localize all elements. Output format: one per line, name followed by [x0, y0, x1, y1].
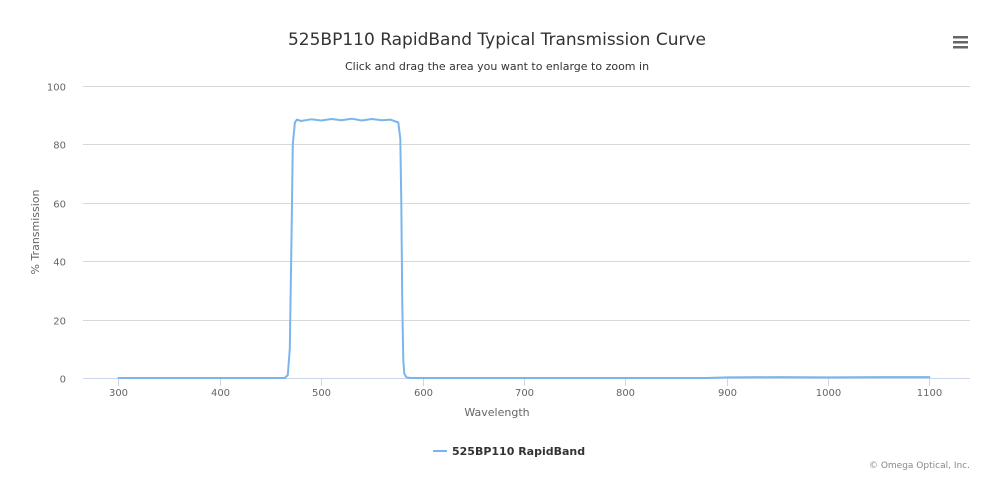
- y-tick-label: 60: [53, 200, 66, 211]
- credits-link[interactable]: © Omega Optical, Inc.: [869, 461, 970, 471]
- gridlines: [83, 86, 970, 321]
- hamburger-menu-icon[interactable]: [948, 30, 972, 52]
- series-layer: [117, 117, 931, 379]
- x-axis-ticks: 300 400 500 600 700 800 900 1000 1100: [109, 378, 942, 399]
- chart-subtitle: Click and drag the area you want to enla…: [345, 60, 649, 73]
- y-tick-label: 100: [47, 83, 66, 94]
- x-tick-label: 900: [718, 388, 737, 399]
- x-axis-title: Wavelength: [464, 406, 529, 419]
- x-tick-label: 400: [211, 388, 230, 399]
- x-tick-label: 800: [616, 388, 635, 399]
- y-tick-label: 40: [53, 258, 66, 269]
- x-tick-label: 1100: [917, 388, 942, 399]
- x-tick-label: 600: [414, 388, 433, 399]
- x-tick-label: 1000: [816, 388, 841, 399]
- x-tick-label: 300: [109, 388, 128, 399]
- legend-item-label[interactable]: 525BP110 RapidBand: [452, 445, 585, 458]
- chart-title: 525BP110 RapidBand Typical Transmission …: [288, 30, 706, 50]
- y-axis-title: % Transmission: [29, 189, 42, 274]
- y-axis-ticks: 0 20 40 60 80 100: [47, 83, 66, 386]
- x-tick-label: 700: [515, 388, 534, 399]
- y-tick-label: 80: [53, 141, 66, 152]
- x-tick-label: 500: [312, 388, 331, 399]
- series-line[interactable]: [117, 117, 931, 379]
- legend[interactable]: 525BP110 RapidBand: [433, 445, 585, 458]
- y-tick-label: 0: [60, 375, 66, 386]
- y-tick-label: 20: [53, 317, 66, 328]
